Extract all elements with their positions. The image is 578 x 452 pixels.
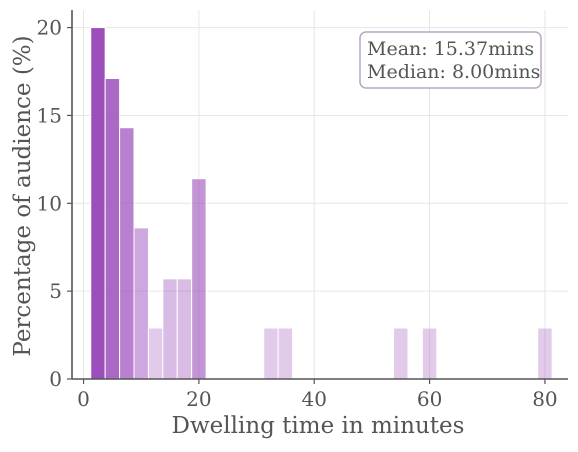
x-tick-label: 40 [302,387,327,411]
y-tick-label: 10 [37,191,62,215]
histogram-bar [263,327,279,380]
bars [90,27,553,380]
mean-text: Mean: 15.37mins [367,38,534,60]
y-tick-label: 5 [49,279,62,303]
x-tick-label: 60 [417,387,442,411]
x-tick-label: 80 [532,387,557,411]
y-tick-label: 0 [49,367,62,391]
median-text: Median: 8.00mins [367,61,540,83]
y-tick-label: 20 [37,16,62,40]
histogram-bar [90,27,106,380]
histogram-bar [176,278,193,380]
axes [67,10,568,384]
histogram-bar [162,278,178,380]
histogram-bar [104,78,121,380]
stats-box [359,31,542,89]
histogram-bar [393,327,409,380]
histogram-bar [147,327,164,380]
histogram-bar [277,327,294,380]
y-axis-label: Percentage of audience (%) [10,35,36,356]
x-tick-label: 0 [77,387,90,411]
stats-annotation: Mean: 15.37mins Median: 8.00mins [359,31,542,89]
histogram-bar [191,178,207,380]
y-tick-label: 15 [37,103,62,127]
histogram-bar [537,327,553,380]
histogram-bar [421,327,438,380]
x-axis-label: Dwelling time in minutes [172,413,465,439]
x-tick-label: 20 [186,387,211,411]
histogram-bar [133,227,149,380]
histogram-bar [119,127,135,380]
tick-labels: 0 20 40 60 80 0 5 10 15 20 [37,16,558,411]
